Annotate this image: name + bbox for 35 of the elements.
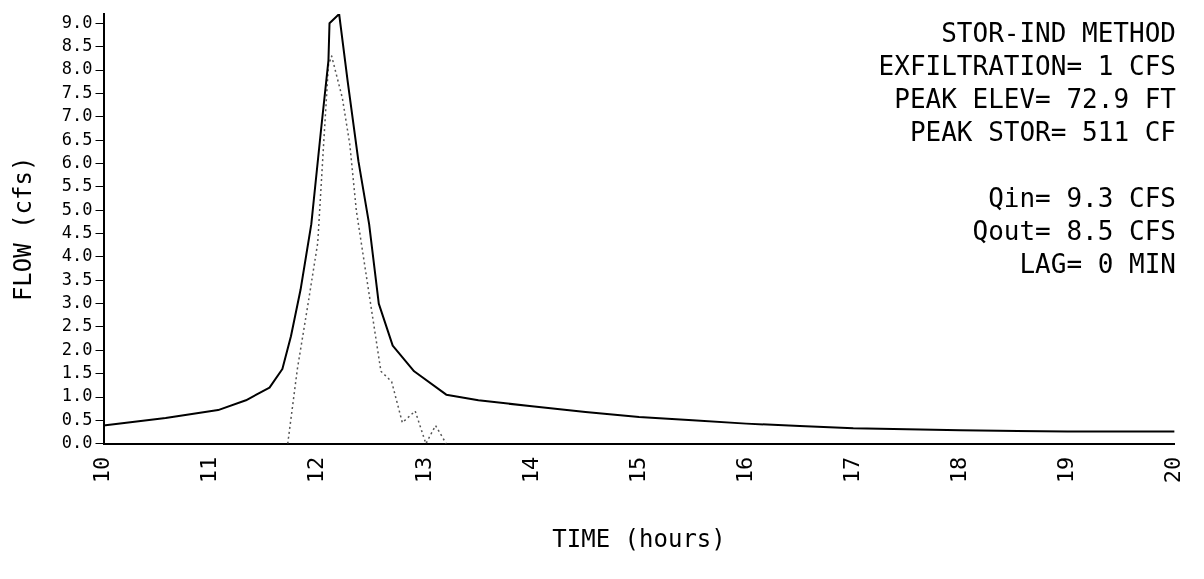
x-tick-label: 15 <box>624 456 650 484</box>
y-tick-label: 4.0 <box>61 245 93 266</box>
y-tick-label: 0.0 <box>61 432 93 453</box>
x-tick-label: 19 <box>1053 456 1079 484</box>
x-tick-label: 12 <box>303 456 329 484</box>
y-tick-label: 0.5 <box>61 408 93 429</box>
x-tick-label: 17 <box>838 456 864 484</box>
y-tick-label: 1.5 <box>61 362 93 383</box>
y-tick-label: 8.5 <box>61 35 93 56</box>
annotation: Qin= 9.3 CFS Qout= 8.5 CFS LAG= 0 MIN <box>972 182 1176 279</box>
x-tick-label: 20 <box>1160 456 1186 484</box>
line-series <box>286 55 448 444</box>
y-tick-label: 3.5 <box>61 268 93 289</box>
x-tick-label: 13 <box>410 456 436 484</box>
y-tick-label: 5.0 <box>61 198 93 219</box>
y-tick-label: 7.0 <box>61 105 93 126</box>
y-tick-label: 3.0 <box>61 292 93 313</box>
y-tick-label: 7.5 <box>61 81 93 102</box>
x-axis-title: TIME (hours) <box>552 524 726 553</box>
y-axis-title: FLOW (cfs) <box>8 156 37 302</box>
y-tick-label: 4.5 <box>61 221 93 242</box>
x-tick-label: 11 <box>196 456 222 484</box>
y-tick-label: 6.0 <box>61 151 93 172</box>
annotation: STOR-IND METHOD EXFILTRATION= 1 CFS PEAK ELEV= 72.9 FT PEAK STOR= 511 CF <box>878 17 1177 147</box>
x-tick-label: 18 <box>946 456 972 484</box>
y-tick-label: 8.0 <box>61 58 93 79</box>
y-tick-label: 6.5 <box>61 128 93 149</box>
y-tick-label: 2.0 <box>61 338 93 359</box>
y-tick-label: 5.5 <box>61 175 93 196</box>
x-tick-label: 14 <box>517 456 543 484</box>
x-tick-label: 16 <box>731 456 757 484</box>
y-tick-label: 1.0 <box>61 385 93 406</box>
x-tick-label: 10 <box>89 456 115 484</box>
y-tick-label: 9.0 <box>61 11 93 32</box>
y-tick-label: 2.5 <box>61 315 93 336</box>
